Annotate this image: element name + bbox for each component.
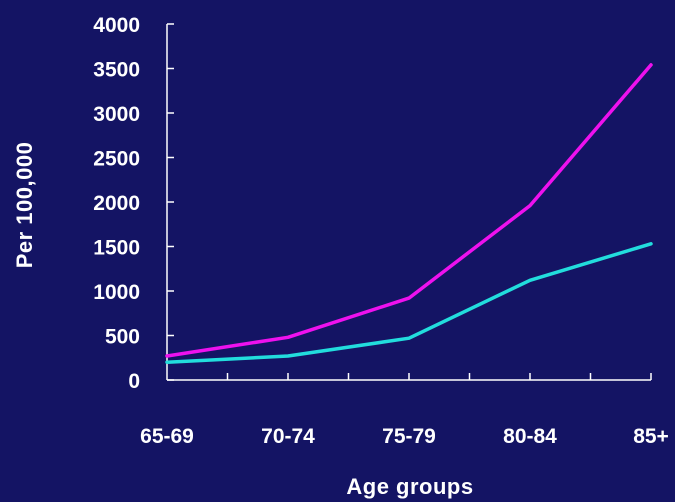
y-tick-label: 4000	[93, 14, 140, 37]
y-tick-label: 500	[105, 326, 140, 349]
y-tick-label: 2500	[93, 148, 140, 171]
x-tick-label: 65-69	[140, 425, 194, 448]
y-axis-title: Per 100,000	[12, 142, 37, 269]
y-tick-label: 1500	[93, 237, 140, 260]
x-tick-label: 75-79	[382, 425, 436, 448]
x-tick-label: 80-84	[503, 425, 557, 448]
axes	[166, 23, 652, 381]
y-tick-label: 3500	[93, 59, 140, 82]
y-tick-label: 2000	[93, 192, 140, 215]
y-tick-label: 0	[128, 370, 140, 393]
x-axis-tick-labels: 65-69 70-74 75-79 80-84 85+	[140, 425, 669, 448]
x-tick-label: 85+	[633, 425, 669, 448]
x-tick-label: 70-74	[261, 425, 315, 448]
series-lines	[165, 63, 653, 364]
y-tick-label: 1000	[93, 281, 140, 304]
y-axis-tick-labels: 0 500 1000 1500 2000 2500 3000 3500 4000	[93, 14, 140, 393]
y-tick-label: 3000	[93, 103, 140, 126]
x-axis-title: Age groups	[346, 474, 473, 499]
